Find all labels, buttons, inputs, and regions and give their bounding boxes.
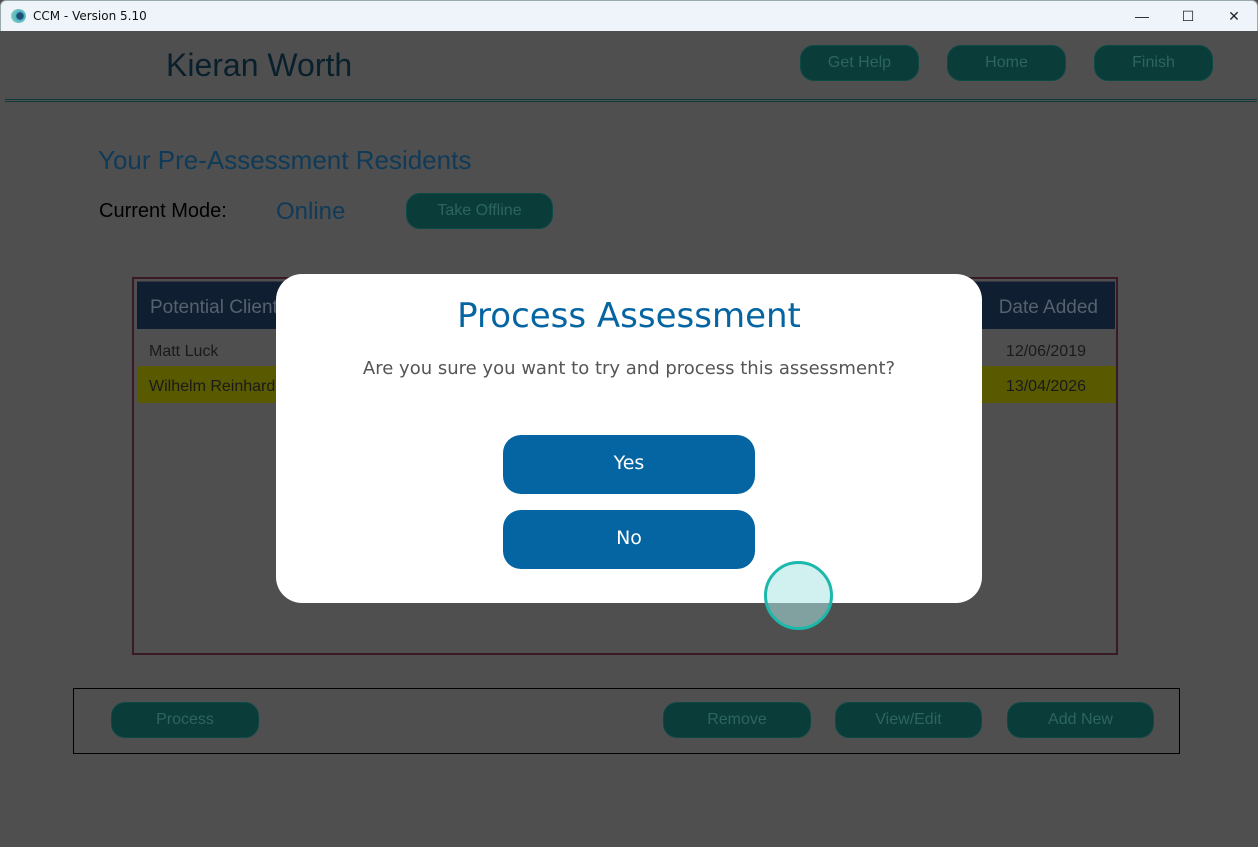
cell-date: 13/04/2026: [1005, 378, 1086, 395]
cell-name: Wilhelm Reinhard: [149, 378, 276, 395]
action-bar: [73, 688, 1180, 754]
mode-label: Current Mode:: [99, 200, 227, 222]
no-button[interactable]: No: [503, 510, 755, 569]
header-divider: [5, 99, 1257, 102]
get-help-button[interactable]: Get Help: [800, 45, 919, 81]
dialog-title: Process Assessment: [457, 296, 801, 336]
home-button[interactable]: Home: [947, 45, 1066, 81]
page-title: Your Pre-Assessment Residents: [98, 145, 472, 175]
process-button[interactable]: Process: [111, 702, 259, 738]
process-assessment-dialog: Process Assessment Are you sure you want…: [276, 274, 982, 603]
view-edit-button[interactable]: View/Edit: [835, 702, 982, 738]
finish-button[interactable]: Finish: [1094, 45, 1213, 81]
minimize-button[interactable]: —: [1135, 8, 1149, 24]
dialog-message: Are you sure you want to try and process…: [362, 358, 896, 379]
column-date-added: Date Added: [998, 297, 1098, 318]
window-title: CCM - Version 5.10: [33, 9, 147, 23]
take-offline-button[interactable]: Take Offline: [406, 193, 553, 229]
user-name: Kieran Worth: [166, 47, 353, 83]
touch-cursor-indicator: [764, 561, 833, 630]
table-row[interactable]: Matt Luck 12/06/2019: [137, 331, 1115, 368]
app-icon: [11, 9, 26, 23]
maximize-button[interactable]: ☐: [1181, 8, 1195, 24]
cell-date: 12/06/2019: [1005, 343, 1086, 360]
add-new-button[interactable]: Add New: [1007, 702, 1154, 738]
column-potential-client: Potential Client: [150, 297, 278, 318]
window-titlebar: CCM - Version 5.10 — ☐ ✕: [0, 0, 1258, 31]
yes-button[interactable]: Yes: [503, 435, 755, 494]
remove-button[interactable]: Remove: [663, 702, 811, 738]
mode-value: Online: [276, 198, 346, 225]
close-button[interactable]: ✕: [1228, 8, 1240, 24]
cell-name: Matt Luck: [149, 343, 219, 360]
